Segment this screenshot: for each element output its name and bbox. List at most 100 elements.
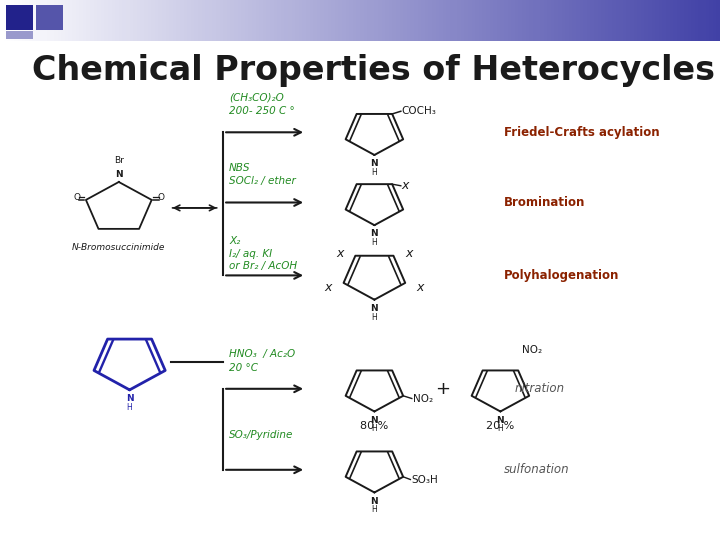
Bar [583,0,587,40]
Bar [475,0,479,40]
Bar [414,0,418,40]
Bar [166,0,169,40]
Bar [540,0,544,40]
Bar [533,0,536,40]
Bar [252,0,256,40]
Bar [518,0,522,40]
Bar [90,0,94,40]
Bar [191,0,194,40]
Bar [79,0,83,40]
Bar [133,0,137,40]
Bar [382,0,385,40]
Bar [317,0,320,40]
Bar [277,0,281,40]
Bar [601,0,605,40]
Text: 200- 250 C °: 200- 250 C ° [229,106,294,116]
Bar [702,0,706,40]
Bar [670,0,673,40]
Text: N: N [371,230,378,239]
Bar [194,0,198,40]
Bar [230,0,234,40]
Bar [576,0,580,40]
Bar [342,0,346,40]
Bar [356,0,360,40]
Text: SOCl₂ / ether: SOCl₂ / ether [229,176,296,186]
Bar [36,0,40,40]
Bar [389,0,392,40]
Bar [612,0,616,40]
Text: N: N [126,394,133,403]
Bar [403,0,407,40]
Bar [158,0,162,40]
Bar [284,0,288,40]
Bar [691,0,695,40]
Bar [400,0,403,40]
Bar [713,0,716,40]
Bar [421,0,425,40]
Bar [410,0,414,40]
Bar [590,0,594,40]
Bar [0,0,4,40]
Bar [659,0,662,40]
Bar [274,0,277,40]
Text: N: N [115,170,122,179]
Bar [468,0,472,40]
Bar [14,0,18,40]
Bar [176,0,180,40]
Bar [349,0,353,40]
Bar [662,0,666,40]
Text: NO₂: NO₂ [522,346,542,355]
Bar [673,0,677,40]
Text: Polyhalogenation: Polyhalogenation [504,269,619,282]
Bar [407,0,410,40]
Text: nitration: nitration [515,382,565,395]
Bar [292,0,295,40]
Bar [677,0,680,40]
Text: 20 %: 20 % [486,421,515,431]
Bar [119,0,122,40]
Bar [346,0,349,40]
Bar [270,0,274,40]
Bar [43,0,47,40]
Bar [324,0,328,40]
Bar [58,0,61,40]
Bar [572,0,576,40]
Bar [140,0,144,40]
Bar [461,0,464,40]
Bar [50,0,54,40]
Bar [310,0,313,40]
Bar [500,0,504,40]
Bar [241,0,245,40]
Bar [544,0,547,40]
Bar [529,0,533,40]
Text: X₂: X₂ [229,235,240,246]
Bar [551,0,554,40]
Text: O: O [73,193,80,202]
Bar [302,0,306,40]
Text: H: H [372,505,377,515]
Text: SO₃H: SO₃H [411,475,438,484]
Bar [565,0,569,40]
Bar [619,0,623,40]
Bar [234,0,238,40]
Bar [306,0,310,40]
Bar [7,0,11,40]
Bar [205,0,209,40]
Bar [216,0,220,40]
Bar [378,0,382,40]
Bar [313,0,317,40]
Bar [238,0,241,40]
Bar [554,0,558,40]
Bar [22,0,25,40]
Bar [40,0,43,40]
Bar [130,0,133,40]
Bar [587,0,590,40]
Bar [511,0,515,40]
Text: I₂/ aq. KI: I₂/ aq. KI [229,249,272,259]
Bar [266,0,270,40]
Bar [259,0,263,40]
Text: x: x [336,247,344,260]
Bar [443,0,446,40]
Bar [623,0,626,40]
Bar [220,0,223,40]
